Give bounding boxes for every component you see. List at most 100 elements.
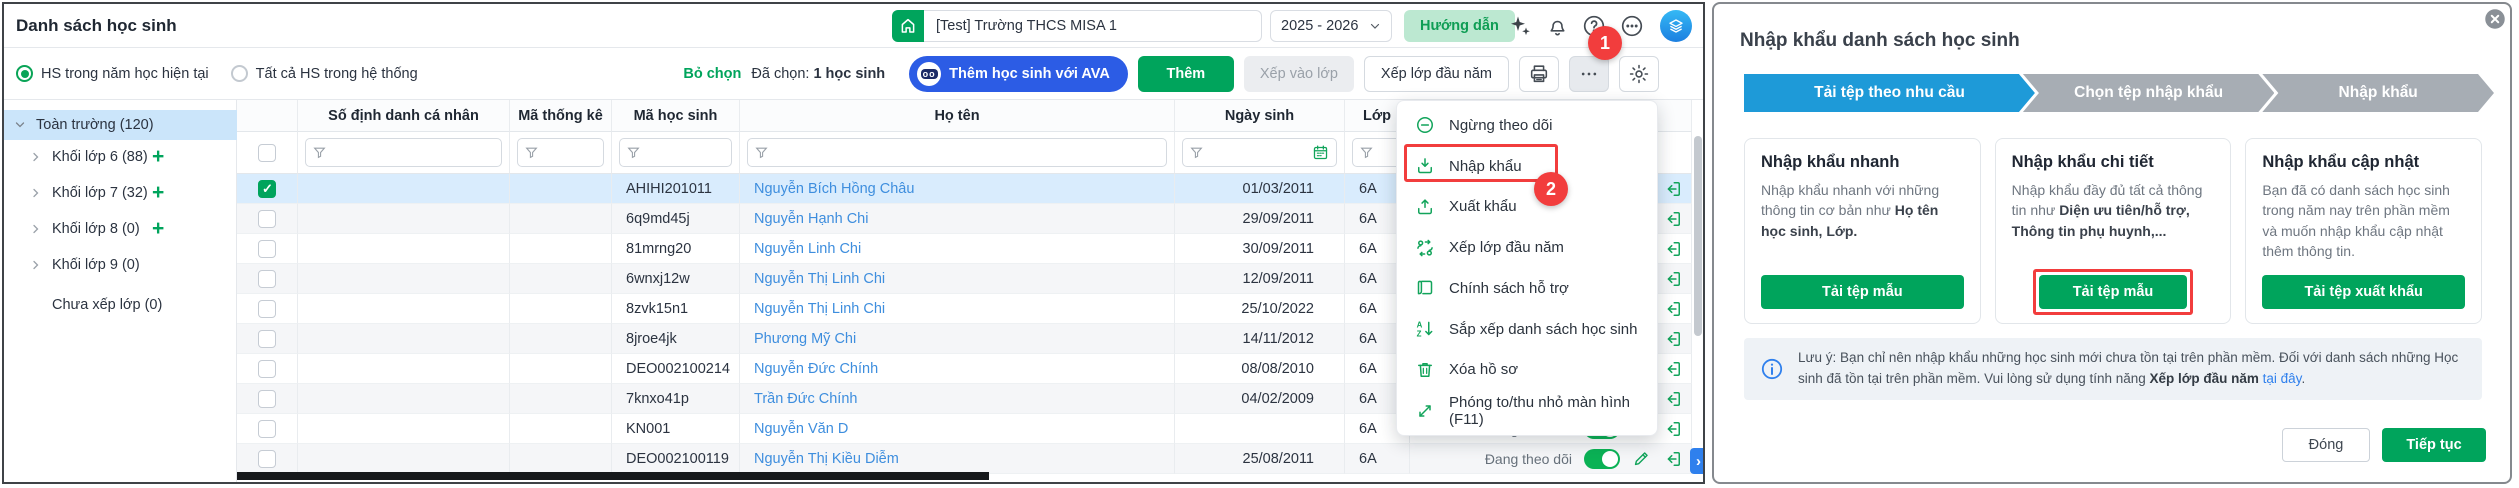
row-checkbox[interactable] bbox=[258, 389, 276, 408]
assign-class-button[interactable]: Xếp vào lớp bbox=[1243, 55, 1354, 92]
filter-class[interactable] bbox=[1352, 138, 1402, 167]
chevron-right-icon[interactable] bbox=[30, 258, 44, 272]
add-class-icon[interactable]: + bbox=[152, 145, 165, 168]
close-button[interactable]: Đóng bbox=[2282, 428, 2370, 462]
add-with-ava-button[interactable]: Thêm học sinh với AVA bbox=[909, 55, 1128, 92]
menu-item-support-policy[interactable]: Chính sách hỗ trợ bbox=[1397, 268, 1657, 309]
download-template-button[interactable]: Tải tệp mẫu bbox=[1761, 275, 1964, 309]
table-row[interactable]: DEO002100119 Nguyễn Thị Kiều Diễm 25/08/… bbox=[237, 444, 1692, 474]
cell-student-code: AHIHI201011 bbox=[612, 174, 740, 204]
row-checkbox[interactable] bbox=[258, 239, 276, 258]
menu-item-start-year-placement[interactable]: Xếp lớp đầu năm bbox=[1397, 227, 1657, 268]
settings-button[interactable] bbox=[1619, 55, 1659, 92]
follow-toggle[interactable] bbox=[1584, 448, 1620, 469]
radio-current-year[interactable]: HS trong năm học hiện tại bbox=[16, 65, 209, 82]
add-class-icon[interactable]: + bbox=[152, 181, 165, 204]
menu-item-fullscreen[interactable]: Phóng to/thu nhỏ màn hình (F11) bbox=[1397, 390, 1657, 431]
modal-footer: Đóng Tiếp tục bbox=[2282, 428, 2486, 462]
close-icon[interactable] bbox=[2482, 6, 2508, 32]
cell-personal-id bbox=[298, 354, 510, 384]
student-name-link[interactable]: Nguyễn Đức Chính bbox=[754, 360, 879, 377]
sidebar-item-unassigned[interactable]: Chưa xếp lớp (0) bbox=[4, 290, 237, 320]
row-checkbox[interactable] bbox=[258, 419, 276, 438]
row-checkbox[interactable] bbox=[258, 359, 276, 378]
continue-button[interactable]: Tiếp tục bbox=[2382, 428, 2486, 462]
filter-personal-id[interactable] bbox=[305, 138, 502, 167]
menu-item-import[interactable]: Nhập khẩu bbox=[1397, 146, 1657, 187]
student-name-link[interactable]: Nguyễn Thị Kiều Diễm bbox=[754, 450, 899, 467]
menu-item-export[interactable]: Xuất khẩu bbox=[1397, 187, 1657, 228]
school-name-field[interactable]: [Test] Trường THCS MISA 1 bbox=[924, 10, 1262, 42]
start-year-placement-button[interactable]: Xếp lớp đầu năm bbox=[1363, 55, 1509, 92]
step-import[interactable]: Nhập khẩu bbox=[2262, 74, 2494, 112]
user-avatar[interactable] bbox=[1660, 10, 1692, 42]
student-name-link[interactable]: Nguyễn Thị Linh Chi bbox=[754, 270, 886, 287]
filter-full-name[interactable] bbox=[747, 138, 1167, 167]
more-options-icon[interactable] bbox=[1619, 13, 1645, 39]
move-in-class-icon[interactable] bbox=[1663, 449, 1683, 469]
school-year-select[interactable]: 2025 - 2026 bbox=[1270, 10, 1392, 42]
menu-item-delete-record[interactable]: Xóa hồ sơ bbox=[1397, 350, 1657, 391]
add-button[interactable]: Thêm bbox=[1137, 55, 1234, 92]
school-selector[interactable]: [Test] Trường THCS MISA 1 bbox=[892, 10, 1262, 42]
move-in-class-icon[interactable] bbox=[1663, 179, 1683, 199]
step-choose-file[interactable]: Chọn tệp nhập khẩu bbox=[2023, 74, 2274, 112]
here-link[interactable]: tại đây bbox=[2262, 370, 2302, 386]
deselect-link[interactable]: Bỏ chọn bbox=[683, 65, 742, 82]
add-class-icon[interactable]: + bbox=[152, 217, 165, 240]
move-in-class-icon[interactable] bbox=[1663, 239, 1683, 259]
move-in-class-icon[interactable] bbox=[1663, 329, 1683, 349]
student-name-link[interactable]: Nguyễn Bích Hồng Châu bbox=[754, 180, 915, 197]
row-checkbox[interactable] bbox=[258, 449, 276, 468]
print-button[interactable] bbox=[1519, 55, 1559, 92]
move-in-class-icon[interactable] bbox=[1663, 419, 1683, 439]
student-name-link[interactable]: Nguyễn Thị Linh Chi bbox=[754, 300, 886, 317]
select-all-checkbox[interactable] bbox=[258, 143, 276, 162]
tree-item-label: Toàn trường (120) bbox=[36, 117, 154, 133]
more-actions-button[interactable] bbox=[1569, 55, 1609, 92]
more-actions-menu: Ngừng theo dõi Nhập khẩu Xuất khẩu Xếp l… bbox=[1396, 100, 1658, 436]
move-in-class-icon[interactable] bbox=[1663, 269, 1683, 289]
chevron-right-icon[interactable] bbox=[30, 222, 44, 236]
edit-pencil-icon[interactable] bbox=[1632, 449, 1651, 468]
move-in-class-icon[interactable] bbox=[1663, 209, 1683, 229]
radio-all-system[interactable]: Tất cả HS trong hệ thống bbox=[230, 65, 418, 82]
calendar-icon[interactable] bbox=[1312, 144, 1329, 161]
sidebar-item-whole-school[interactable]: Toàn trường (120) bbox=[4, 110, 237, 140]
sidebar-item-grade-9[interactable]: Khối lớp 9 (0) bbox=[4, 250, 237, 280]
guide-button[interactable]: Hướng dẫn bbox=[1404, 10, 1515, 42]
download-template-button[interactable]: Tải tệp mẫu bbox=[2039, 275, 2187, 309]
filter-student-code[interactable] bbox=[619, 138, 732, 167]
row-checkbox[interactable] bbox=[258, 209, 276, 228]
row-checkbox[interactable] bbox=[258, 299, 276, 318]
list-toolbar: HS trong năm học hiện tại Tất cả HS tron… bbox=[4, 48, 1703, 100]
student-name-link[interactable]: Nguyễn Hạnh Chi bbox=[754, 210, 869, 227]
move-in-class-icon[interactable] bbox=[1663, 389, 1683, 409]
chevron-down-icon bbox=[1370, 23, 1380, 29]
step-download-template[interactable]: Tải tệp theo nhu cầu bbox=[1744, 74, 2035, 112]
table-scrollbar[interactable] bbox=[1694, 136, 1702, 336]
sparkles-icon[interactable] bbox=[1507, 13, 1533, 39]
sidebar-item-grade-8[interactable]: Khối lớp 8 (0) + bbox=[4, 214, 237, 244]
chevron-right-icon[interactable] bbox=[30, 186, 44, 200]
sidebar-item-grade-7[interactable]: Khối lớp 7 (32) + bbox=[4, 178, 237, 208]
move-in-class-icon[interactable] bbox=[1663, 299, 1683, 319]
filter-dob[interactable] bbox=[1182, 138, 1337, 167]
move-in-class-icon[interactable] bbox=[1663, 359, 1683, 379]
bell-icon[interactable] bbox=[1544, 13, 1570, 39]
student-name-link[interactable]: Trần Đức Chính bbox=[754, 390, 858, 407]
expand-panel-chevron[interactable]: › bbox=[1690, 448, 1703, 474]
row-checkbox[interactable] bbox=[258, 329, 276, 348]
sidebar-item-grade-6[interactable]: Khối lớp 6 (88) + bbox=[4, 142, 237, 172]
student-name-link[interactable]: Nguyễn Linh Chi bbox=[754, 240, 862, 257]
student-name-link[interactable]: Nguyễn Văn D bbox=[754, 420, 849, 437]
row-checkbox[interactable] bbox=[258, 179, 276, 198]
row-checkbox[interactable] bbox=[258, 269, 276, 288]
menu-item-stop-following[interactable]: Ngừng theo dõi bbox=[1397, 105, 1657, 146]
chevron-down-icon[interactable] bbox=[14, 118, 28, 132]
chevron-right-icon[interactable] bbox=[30, 150, 44, 164]
filter-stat-code[interactable] bbox=[517, 138, 604, 167]
download-export-file-button[interactable]: Tải tệp xuất khẩu bbox=[2262, 275, 2466, 309]
student-name-link[interactable]: Phương Mỹ Chi bbox=[754, 330, 857, 347]
